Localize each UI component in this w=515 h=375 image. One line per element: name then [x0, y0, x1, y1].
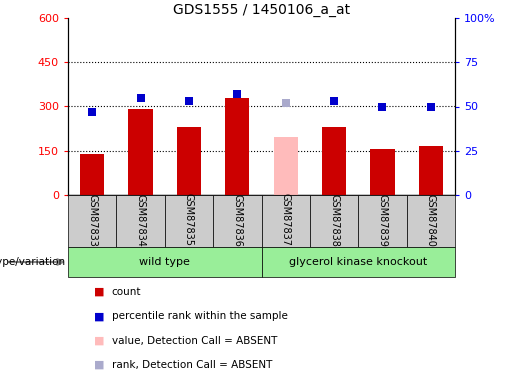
Text: GSM87836: GSM87836 — [232, 194, 243, 246]
Text: GSM87838: GSM87838 — [329, 194, 339, 246]
Text: GSM87835: GSM87835 — [184, 194, 194, 246]
Bar — [310, 195, 358, 247]
Title: GDS1555 / 1450106_a_at: GDS1555 / 1450106_a_at — [173, 3, 350, 17]
Text: GSM87833: GSM87833 — [87, 194, 97, 246]
Bar — [80, 154, 104, 195]
Text: GSM87839: GSM87839 — [377, 194, 387, 246]
Text: genotype/variation: genotype/variation — [0, 257, 65, 267]
Bar — [370, 149, 394, 195]
Text: ■: ■ — [94, 311, 104, 321]
Text: rank, Detection Call = ABSENT: rank, Detection Call = ABSENT — [112, 360, 272, 370]
Bar — [262, 195, 310, 247]
Bar — [262, 247, 455, 277]
Bar — [68, 195, 116, 247]
Text: ■: ■ — [94, 336, 104, 346]
Text: count: count — [112, 287, 141, 297]
Bar — [177, 127, 201, 195]
Bar — [68, 247, 262, 277]
Text: ■: ■ — [94, 287, 104, 297]
Text: glycerol kinase knockout: glycerol kinase knockout — [289, 257, 427, 267]
Text: GSM87834: GSM87834 — [135, 194, 146, 246]
Text: GSM87837: GSM87837 — [281, 194, 290, 246]
Text: percentile rank within the sample: percentile rank within the sample — [112, 311, 288, 321]
Text: value, Detection Call = ABSENT: value, Detection Call = ABSENT — [112, 336, 277, 346]
Bar — [165, 195, 213, 247]
Bar — [322, 127, 346, 195]
Bar — [273, 138, 298, 195]
Bar — [407, 195, 455, 247]
Bar — [128, 110, 152, 195]
Bar — [213, 195, 262, 247]
Text: ■: ■ — [94, 360, 104, 370]
Bar — [225, 98, 249, 195]
Bar — [419, 146, 443, 195]
Bar — [358, 195, 407, 247]
Text: wild type: wild type — [140, 257, 190, 267]
Bar — [116, 195, 165, 247]
Text: GSM87840: GSM87840 — [426, 194, 436, 246]
